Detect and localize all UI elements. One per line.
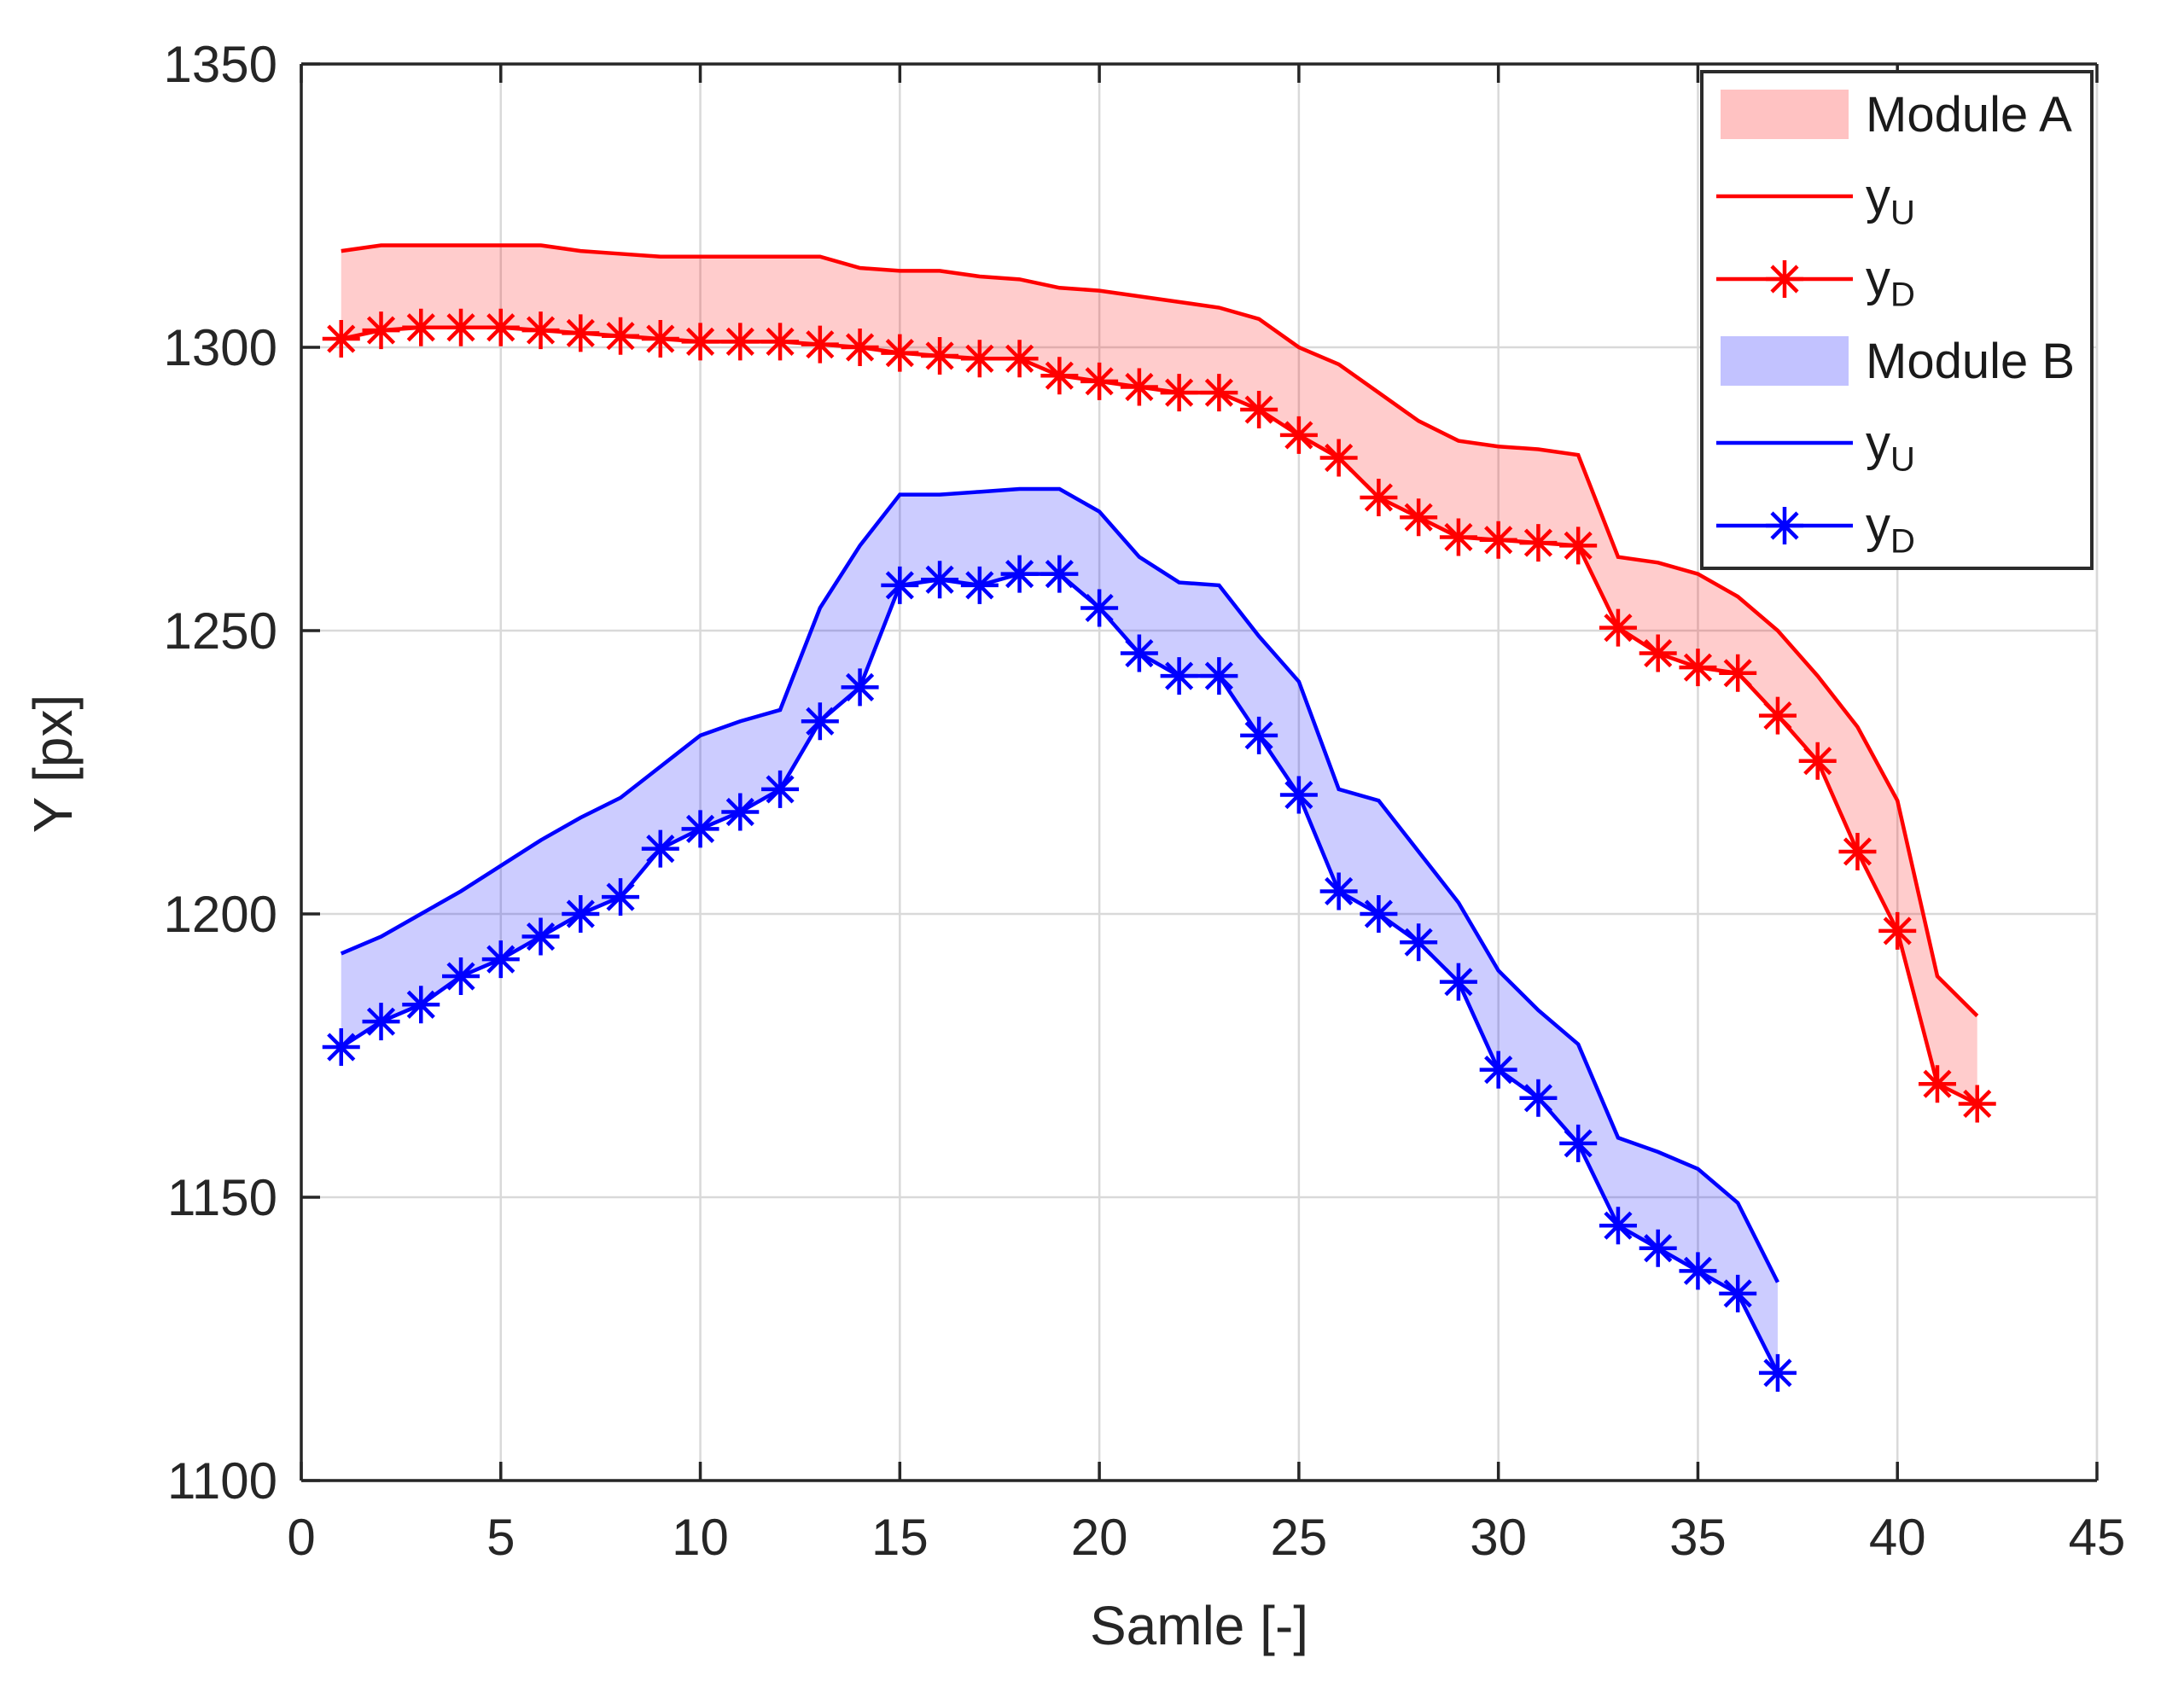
- legend-label: y: [1866, 415, 1890, 471]
- legend-item-module-a: Module A: [1704, 73, 2090, 155]
- x-tick-label: 15: [871, 1509, 929, 1566]
- legend-label: Module B: [1866, 333, 2076, 389]
- x-tick-label: 10: [672, 1509, 729, 1566]
- y-tick-label: 1100: [167, 1452, 277, 1510]
- y-tick-label: 1250: [164, 602, 277, 660]
- module-a-patch-icon: [1704, 90, 1866, 140]
- legend-item-module-b-yd: yD: [1704, 485, 2090, 567]
- legend-item-module-a-yu: yU: [1704, 155, 2090, 237]
- x-tick-label: 0: [287, 1509, 315, 1566]
- y-tick-label: 1200: [164, 886, 277, 943]
- x-tick-label: 40: [1869, 1509, 1926, 1566]
- module-b-patch-icon: [1704, 336, 1866, 387]
- y-tick-label: 1350: [164, 36, 277, 93]
- legend-label: y: [1866, 497, 1890, 554]
- blue-line-asterisk-icon: [1704, 498, 1866, 553]
- x-tick-label: 5: [486, 1509, 515, 1566]
- red-line-icon: [1704, 169, 1866, 224]
- y-tick-label: 1150: [167, 1169, 277, 1226]
- y-axis-label: Y [px]: [22, 694, 84, 834]
- legend-item-module-b: Module B: [1704, 320, 2090, 402]
- x-tick-label: 20: [1071, 1509, 1128, 1566]
- legend-item-module-a-yd: yD: [1704, 238, 2090, 320]
- x-tick-label: 35: [1669, 1509, 1727, 1566]
- y-tick-label: 1300: [164, 319, 277, 376]
- legend-box: Module A yU yD Module B yU yD: [1700, 70, 2094, 570]
- legend-label: y: [1866, 168, 1890, 224]
- x-tick-label: 30: [1470, 1509, 1527, 1566]
- legend-item-module-b-yu: yU: [1704, 402, 2090, 484]
- legend-label: y: [1866, 251, 1890, 307]
- red-line-asterisk-icon: [1704, 252, 1866, 306]
- legend-label: Module A: [1866, 86, 2072, 143]
- x-tick-label: 25: [1271, 1509, 1328, 1566]
- x-axis-label: Samle [-]: [1089, 1595, 1309, 1656]
- blue-line-icon: [1704, 416, 1866, 470]
- x-tick-label: 45: [2069, 1509, 2126, 1566]
